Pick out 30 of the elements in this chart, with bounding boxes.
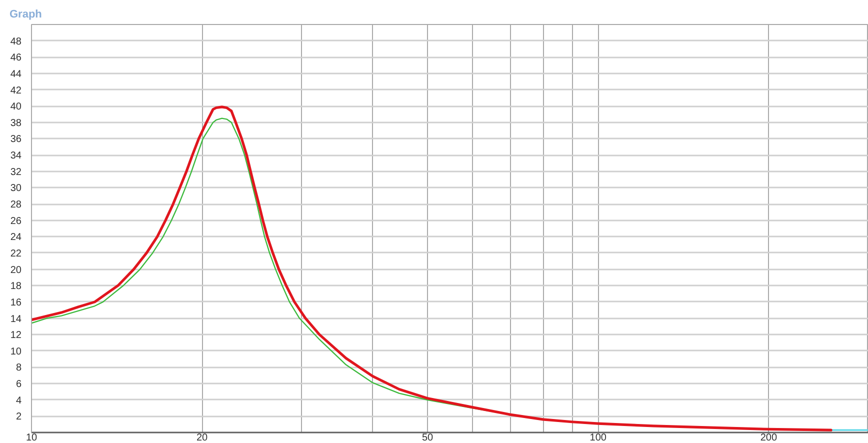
y-tick-label: 6 xyxy=(16,379,22,390)
y-tick-label: 12 xyxy=(10,330,22,342)
y-tick-label: 30 xyxy=(10,183,22,194)
y-tick-label: 40 xyxy=(10,102,22,113)
y-tick-label: 10 xyxy=(10,346,22,358)
y-tick-label: 28 xyxy=(10,200,22,211)
y-tick-label: 20 xyxy=(10,264,22,276)
y-tick-label: 44 xyxy=(10,68,22,80)
y-tick-label: 26 xyxy=(10,216,22,227)
y-tick-label: 16 xyxy=(10,297,22,308)
x-tick-label: 100 xyxy=(590,432,607,443)
y-tick-label: 24 xyxy=(10,232,22,244)
y-tick-label: 38 xyxy=(10,118,22,129)
y-tick-label: 4 xyxy=(16,395,22,406)
x-tick-label: 50 xyxy=(422,432,434,443)
chart-title: Graph xyxy=(10,8,42,20)
y-tick-label: 32 xyxy=(10,166,22,178)
y-tick-label: 18 xyxy=(10,281,22,292)
y-tick-label: 2 xyxy=(16,412,22,423)
y-tick-label: 42 xyxy=(10,85,22,96)
y-tick-label: 48 xyxy=(10,36,22,48)
y-tick-label: 14 xyxy=(10,314,22,325)
y-tick-label: 36 xyxy=(10,134,22,146)
x-tick-label: 20 xyxy=(196,432,208,443)
y-tick-label: 46 xyxy=(10,52,22,64)
y-tick-label: 22 xyxy=(10,248,22,260)
y-tick-label: 8 xyxy=(16,362,22,374)
x-tick-label: 10 xyxy=(26,432,38,443)
x-tick-label: 200 xyxy=(760,432,778,443)
y-tick-label: 34 xyxy=(10,150,22,162)
